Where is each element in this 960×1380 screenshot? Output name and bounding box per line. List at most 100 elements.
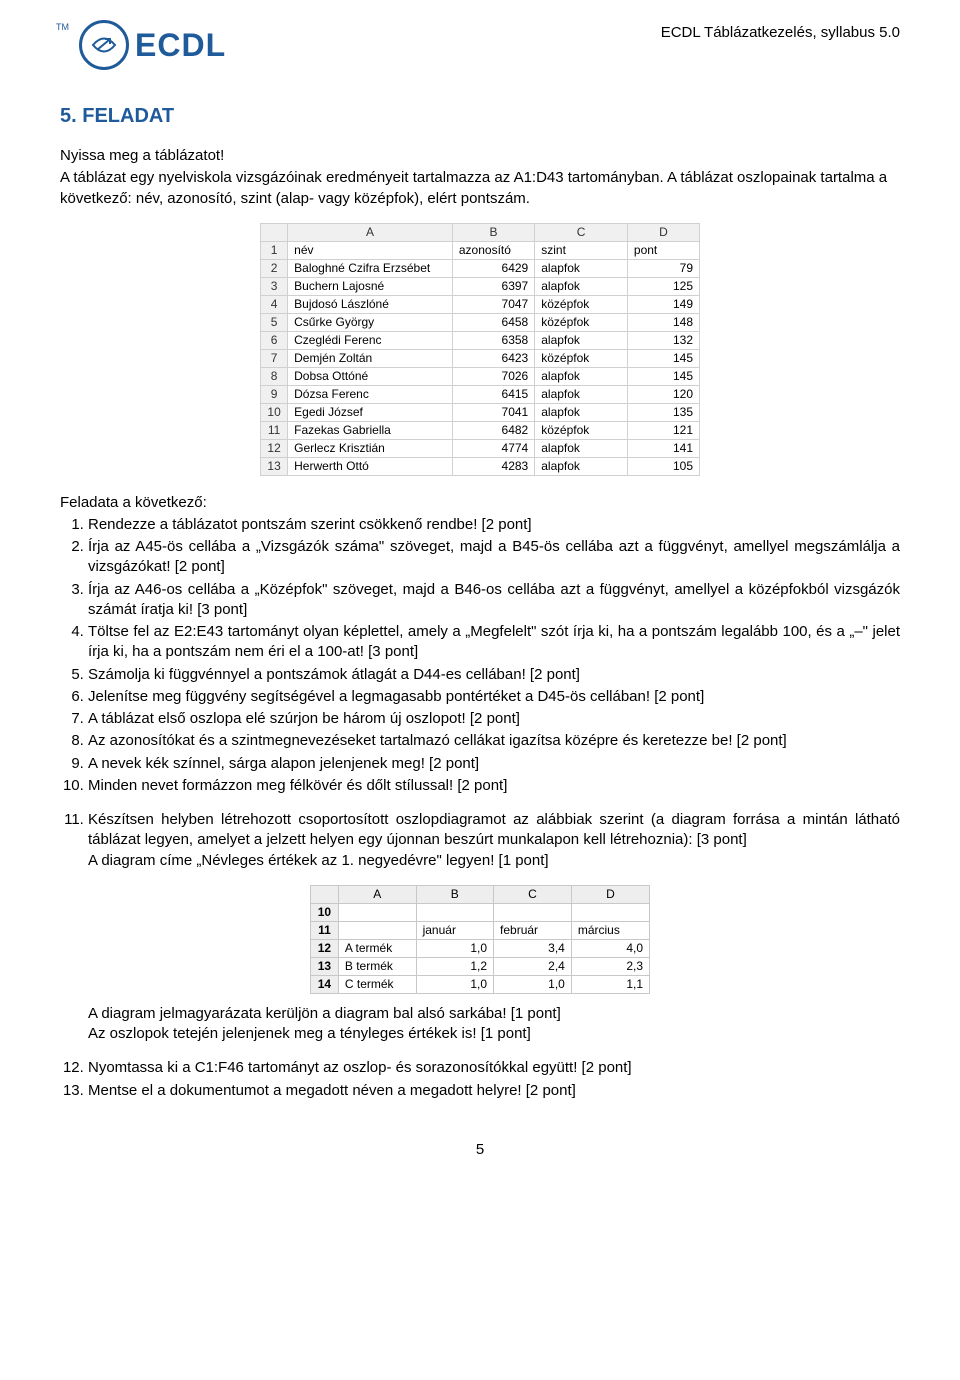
row-header: 11 xyxy=(311,921,339,939)
col-header: C xyxy=(535,223,628,241)
row-header: 12 xyxy=(261,439,288,457)
cell: középfok xyxy=(535,349,628,367)
cell: 6423 xyxy=(452,349,534,367)
cell: 6482 xyxy=(452,421,534,439)
cell: 141 xyxy=(627,439,699,457)
cell: 121 xyxy=(627,421,699,439)
col-header: A xyxy=(288,223,453,241)
col-header: A xyxy=(338,885,416,903)
col-header: B xyxy=(452,223,534,241)
table-row: 5Csűrke György6458középfok148 xyxy=(261,313,700,331)
task-item: Rendezze a táblázatot pontszám szerint c… xyxy=(88,515,900,535)
cell: 6429 xyxy=(452,259,534,277)
header-right-text: ECDL Táblázatkezelés, syllabus 5.0 xyxy=(661,20,900,41)
cell: 79 xyxy=(627,259,699,277)
cell: január xyxy=(416,921,493,939)
row-header: 4 xyxy=(261,295,288,313)
task-item: Készítsen helyben létrehozott csoportosí… xyxy=(88,810,900,871)
row-header: 6 xyxy=(261,331,288,349)
cell: Buchern Lajosné xyxy=(288,277,453,295)
cell: 1,2 xyxy=(416,957,493,975)
cell: Bujdosó Lászlóné xyxy=(288,295,453,313)
col-header: D xyxy=(627,223,699,241)
col-header: D xyxy=(571,885,649,903)
task-item: A nevek kék színnel, sárga alapon jelenj… xyxy=(88,754,900,774)
cell: 4,0 xyxy=(571,939,649,957)
cell: név xyxy=(288,241,453,259)
cell: középfok xyxy=(535,313,628,331)
cell: 1,0 xyxy=(494,975,572,993)
cell: 7026 xyxy=(452,367,534,385)
task-item: Mentse el a dokumentumot a megadott néve… xyxy=(88,1081,900,1101)
task-item: Számolja ki függvénnyel a pontszámok átl… xyxy=(88,665,900,685)
task-subtext: A diagram címe „Névleges értékek az 1. n… xyxy=(88,851,900,871)
cell: középfok xyxy=(535,421,628,439)
cell: 145 xyxy=(627,367,699,385)
cell: alapfok xyxy=(535,367,628,385)
cell: alapfok xyxy=(535,439,628,457)
tm-mark: TM xyxy=(56,22,69,32)
cell: Egedi József xyxy=(288,403,453,421)
intro-block: Nyissa meg a táblázatot! A táblázat egy … xyxy=(60,146,900,209)
table-row: 13Herwerth Ottó4283alapfok105 xyxy=(261,457,700,475)
cell: Dózsa Ferenc xyxy=(288,385,453,403)
cell xyxy=(571,903,649,921)
cell: azonosító xyxy=(452,241,534,259)
task-item: A táblázat első oszlopa elé szúrjon be h… xyxy=(88,709,900,729)
row-header: 1 xyxy=(261,241,288,259)
cell: 4283 xyxy=(452,457,534,475)
cell: B termék xyxy=(338,957,416,975)
task-item: Írja az A45-ös cellába a „Vizsgázók szám… xyxy=(88,537,900,578)
cell xyxy=(416,903,493,921)
row-header: 12 xyxy=(311,939,339,957)
cell: 2,4 xyxy=(494,957,572,975)
cell: Fazekas Gabriella xyxy=(288,421,453,439)
logo: TM ECDL xyxy=(60,20,226,70)
cell: A termék xyxy=(338,939,416,957)
task-item: Minden nevet formázzon meg félkövér és d… xyxy=(88,776,900,796)
cell: Herwerth Ottó xyxy=(288,457,453,475)
cell: 125 xyxy=(627,277,699,295)
tasks-lead: Feladata a következő: xyxy=(60,494,900,511)
page-number: 5 xyxy=(60,1141,900,1158)
table-row: 6Czeglédi Ferenc6358alapfok132 xyxy=(261,331,700,349)
table-row: 7Demjén Zoltán6423középfok145 xyxy=(261,349,700,367)
cell xyxy=(494,903,572,921)
cell: 7041 xyxy=(452,403,534,421)
page-header: TM ECDL ECDL Táblázatkezelés, syllabus 5… xyxy=(60,20,900,70)
table-row: 10Egedi József7041alapfok135 xyxy=(261,403,700,421)
table-row: 14C termék1,01,01,1 xyxy=(311,975,650,993)
cell: 1,0 xyxy=(416,939,493,957)
cell: 6458 xyxy=(452,313,534,331)
corner-cell xyxy=(311,885,339,903)
cell: 1,0 xyxy=(416,975,493,993)
cell: alapfok xyxy=(535,277,628,295)
cell: 149 xyxy=(627,295,699,313)
spreadsheet-table-1: A B C D 1 név azonosító szint pont 2Balo… xyxy=(260,223,700,476)
table-row: 9Dózsa Ferenc6415alapfok120 xyxy=(261,385,700,403)
table-row: 12Gerlecz Krisztián4774alapfok141 xyxy=(261,439,700,457)
task-item: Az azonosítókat és a szintmegnevezéseket… xyxy=(88,731,900,751)
row-header: 13 xyxy=(311,957,339,975)
row-header: 13 xyxy=(261,457,288,475)
logo-circle-icon xyxy=(79,20,129,70)
intro-line-1: Nyissa meg a táblázatot! xyxy=(60,146,900,166)
cell xyxy=(338,903,416,921)
row-header: 3 xyxy=(261,277,288,295)
table-row: 10 xyxy=(311,903,650,921)
task-item: Jelenítse meg függvény segítségével a le… xyxy=(88,687,900,707)
cell xyxy=(338,921,416,939)
cell: Csűrke György xyxy=(288,313,453,331)
row-header: 8 xyxy=(261,367,288,385)
cell: Baloghné Czifra Erzsébet xyxy=(288,259,453,277)
table-row: 11Fazekas Gabriella6482középfok121 xyxy=(261,421,700,439)
cell: 4774 xyxy=(452,439,534,457)
row-header: 7 xyxy=(261,349,288,367)
table-row: 4Bujdosó Lászlóné7047középfok149 xyxy=(261,295,700,313)
task-subtext: A diagram jelmagyarázata kerüljön a diag… xyxy=(88,1004,900,1024)
cell: alapfok xyxy=(535,385,628,403)
cell: 105 xyxy=(627,457,699,475)
task-item: Töltse fel az E2:E43 tartományt olyan ké… xyxy=(88,622,900,663)
task-item: Nyomtassa ki a C1:F46 tartományt az oszl… xyxy=(88,1058,900,1078)
table-row: 2Baloghné Czifra Erzsébet6429alapfok79 xyxy=(261,259,700,277)
